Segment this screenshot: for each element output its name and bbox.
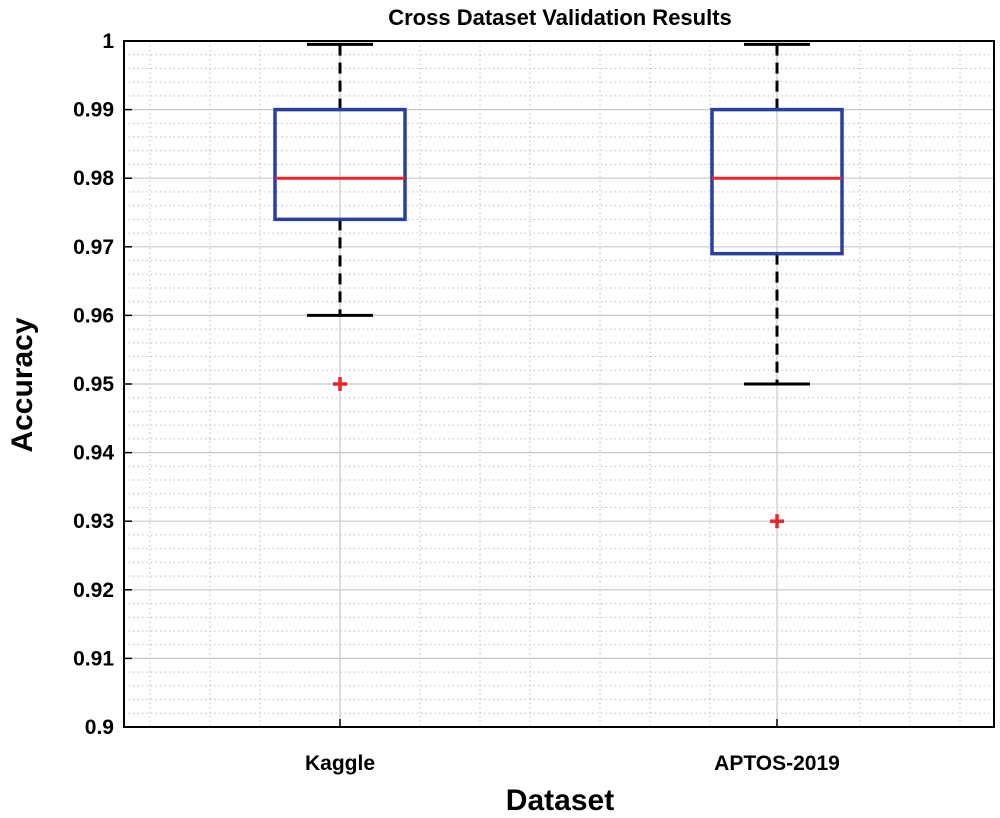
y-tick-label: 0.93 bbox=[73, 510, 114, 533]
y-tick-label: 0.96 bbox=[73, 304, 114, 327]
major-grid bbox=[124, 40, 994, 728]
minor-grid bbox=[124, 41, 994, 727]
y-tick-label: 0.98 bbox=[73, 167, 114, 190]
y-tick-label: 0.99 bbox=[73, 99, 114, 122]
outlier-marker bbox=[333, 377, 347, 391]
x-tick-labels: Kaggle APTOS-2019 bbox=[305, 719, 840, 775]
y-tick-label: 0.95 bbox=[73, 373, 114, 396]
y-tick-label: 0.94 bbox=[73, 442, 114, 465]
y-tick-label: 0.92 bbox=[73, 579, 114, 602]
plot-frame bbox=[123, 40, 995, 728]
boxes-layer bbox=[273, 42, 844, 529]
chart-title: Cross Dataset Validation Results bbox=[388, 5, 732, 30]
y-tick-label: 0.91 bbox=[73, 647, 114, 670]
y-tick-labels: 0.9 0.91 0.92 0.93 0.94 0.95 0.96 0.97 0.98 0.99 1 bbox=[73, 30, 132, 739]
y-tick-label: 1 bbox=[102, 30, 114, 53]
outlier-marker bbox=[770, 514, 784, 529]
x-tick-label: APTOS-2019 bbox=[714, 752, 840, 775]
y-axis-label: Accuracy bbox=[6, 317, 39, 452]
x-axis-label: Dataset bbox=[506, 784, 614, 817]
x-tick-label: Kaggle bbox=[305, 752, 375, 775]
y-tick-label: 0.97 bbox=[73, 236, 114, 259]
box-kaggle bbox=[273, 42, 407, 391]
box-aptos-2019 bbox=[710, 42, 844, 529]
iqr-box bbox=[273, 107, 407, 222]
y-tick-label: 0.9 bbox=[85, 716, 114, 739]
iqr-box bbox=[710, 107, 844, 256]
